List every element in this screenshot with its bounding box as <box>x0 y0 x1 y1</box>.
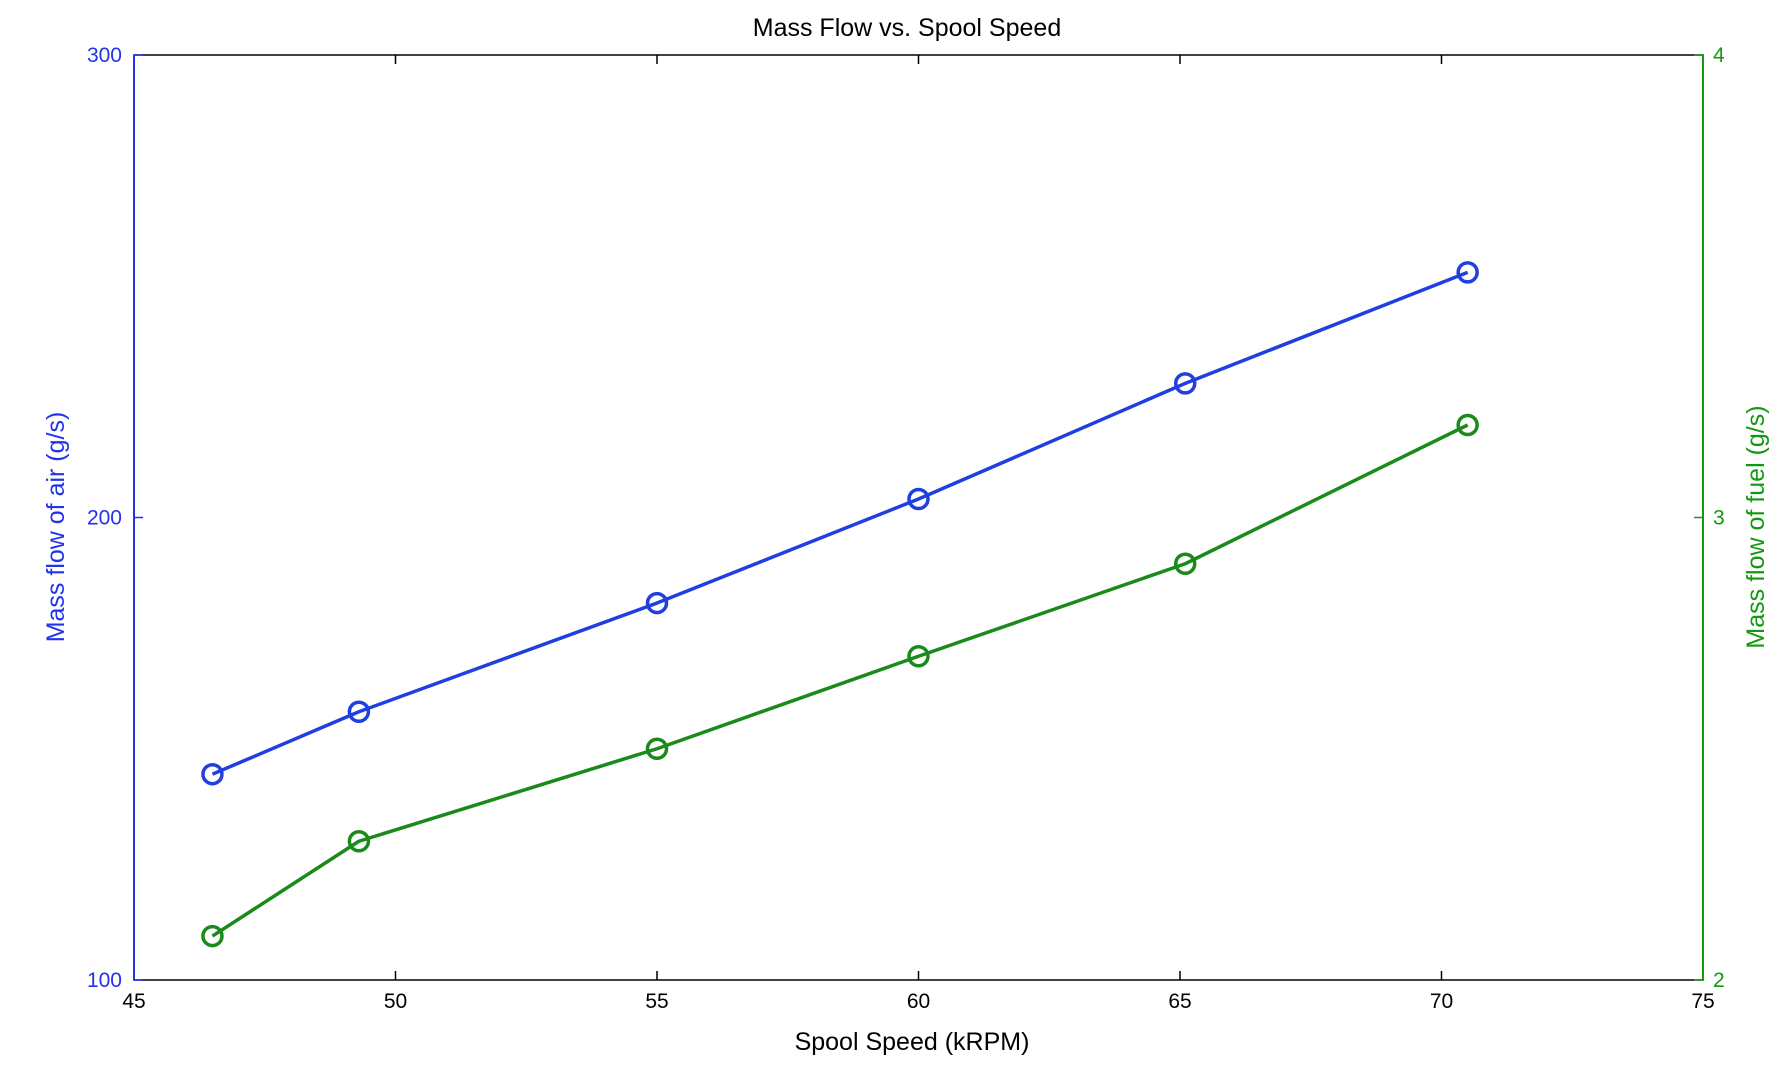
data-point <box>645 737 669 760</box>
x-axis-label: Spool Speed (kRPM) <box>795 1028 1030 1056</box>
y-axis-label-right: Mass flow of fuel (g/s) <box>1742 405 1770 648</box>
tick-labels: 45 50 55 60 65 70 75 100 200 300 2 3 4 <box>87 44 1725 1013</box>
y-axis-label-left: Mass flow of air (g/s) <box>42 412 70 643</box>
data-point <box>1173 372 1197 395</box>
plot-area <box>133 54 1704 981</box>
data-point <box>1456 413 1479 437</box>
x-tick-label: 70 <box>1430 990 1453 1013</box>
series-right <box>201 413 1479 948</box>
data-point <box>201 924 224 948</box>
y-tick-label-right: 4 <box>1713 44 1725 67</box>
y-tick-label-right: 3 <box>1713 507 1725 530</box>
chart-title: Mass Flow vs. Spool Speed <box>753 14 1061 42</box>
x-tick-label: 75 <box>1691 990 1714 1013</box>
x-tick-label: 55 <box>645 990 668 1013</box>
y-tick-label-right: 2 <box>1713 969 1725 992</box>
series-left <box>201 261 1479 786</box>
series-layer <box>201 261 1479 948</box>
series-line-left <box>211 270 1469 776</box>
data-point <box>907 487 930 511</box>
x-tick-label: 50 <box>384 990 407 1013</box>
x-tick-label: 60 <box>907 990 930 1013</box>
x-tick-label: 45 <box>122 990 145 1013</box>
data-point <box>1456 261 1479 284</box>
data-point <box>201 762 224 786</box>
y-tick-label-left: 200 <box>87 507 122 530</box>
data-point <box>347 830 371 853</box>
series-line-right <box>211 423 1469 938</box>
x-tick-label: 65 <box>1168 990 1191 1013</box>
data-point <box>1173 552 1197 575</box>
data-point <box>645 591 669 615</box>
y-tick-label-left: 300 <box>87 44 122 67</box>
data-point <box>907 645 930 668</box>
data-point <box>347 700 371 723</box>
y-tick-label-left: 100 <box>87 969 122 992</box>
tick-marks <box>133 54 1704 981</box>
